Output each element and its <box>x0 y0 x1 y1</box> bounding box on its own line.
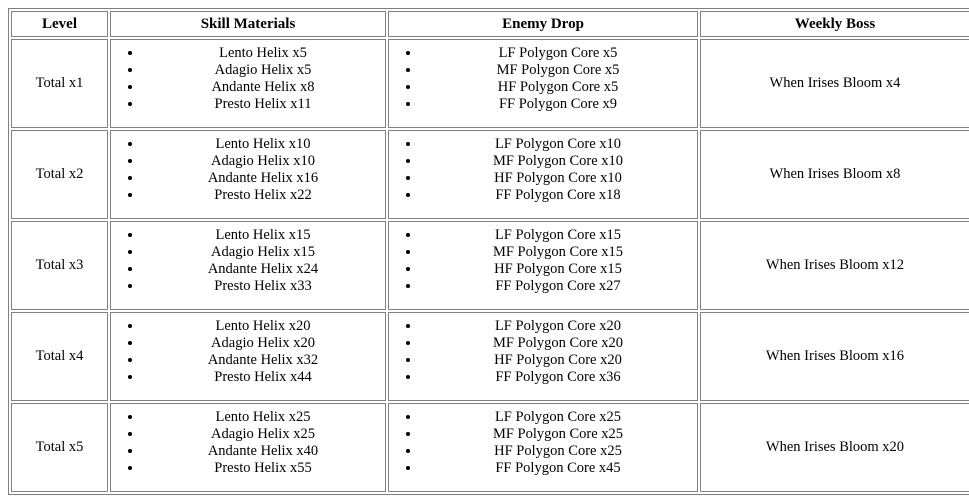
skill-materials-list: Lento Helix x10 Adagio Helix x10 Andante… <box>113 136 383 204</box>
level-cell: Total x1 <box>11 39 108 128</box>
skill-materials-cell: Lento Helix x25 Adagio Helix x25 Andante… <box>110 403 386 492</box>
list-item: HF Polygon Core x10 <box>421 170 695 187</box>
list-item: FF Polygon Core x9 <box>421 96 695 113</box>
enemy-drop-cell: LF Polygon Core x5 MF Polygon Core x5 HF… <box>388 39 698 128</box>
weekly-boss-cell: When Irises Bloom x20 <box>700 403 969 492</box>
list-item: FF Polygon Core x45 <box>421 460 695 477</box>
enemy-drop-cell: LF Polygon Core x25 MF Polygon Core x25 … <box>388 403 698 492</box>
list-item: LF Polygon Core x5 <box>421 45 695 62</box>
table-row: Total x2 Lento Helix x10 Adagio Helix x1… <box>11 130 969 219</box>
list-item: Andante Helix x32 <box>143 352 383 369</box>
level-cell: Total x2 <box>11 130 108 219</box>
list-item: MF Polygon Core x10 <box>421 153 695 170</box>
skill-materials-list: Lento Helix x15 Adagio Helix x15 Andante… <box>113 227 383 295</box>
list-item: Adagio Helix x20 <box>143 335 383 352</box>
list-item: MF Polygon Core x15 <box>421 244 695 261</box>
header-weekly-boss: Weekly Boss <box>700 11 969 37</box>
table-row: Total x4 Lento Helix x20 Adagio Helix x2… <box>11 312 969 401</box>
enemy-drop-list: LF Polygon Core x10 MF Polygon Core x10 … <box>391 136 695 204</box>
list-item: HF Polygon Core x15 <box>421 261 695 278</box>
list-item: Lento Helix x10 <box>143 136 383 153</box>
list-item: Adagio Helix x5 <box>143 62 383 79</box>
list-item: FF Polygon Core x18 <box>421 187 695 204</box>
list-item: HF Polygon Core x5 <box>421 79 695 96</box>
list-item: Andante Helix x24 <box>143 261 383 278</box>
list-item: Lento Helix x5 <box>143 45 383 62</box>
list-item: Adagio Helix x15 <box>143 244 383 261</box>
skill-materials-list: Lento Helix x20 Adagio Helix x20 Andante… <box>113 318 383 386</box>
header-skill-materials: Skill Materials <box>110 11 386 37</box>
level-cell: Total x4 <box>11 312 108 401</box>
enemy-drop-list: LF Polygon Core x15 MF Polygon Core x15 … <box>391 227 695 295</box>
skill-materials-cell: Lento Helix x20 Adagio Helix x20 Andante… <box>110 312 386 401</box>
header-enemy-drop: Enemy Drop <box>388 11 698 37</box>
enemy-drop-cell: LF Polygon Core x15 MF Polygon Core x15 … <box>388 221 698 310</box>
list-item: Andante Helix x16 <box>143 170 383 187</box>
list-item: LF Polygon Core x15 <box>421 227 695 244</box>
weekly-boss-cell: When Irises Bloom x12 <box>700 221 969 310</box>
list-item: HF Polygon Core x20 <box>421 352 695 369</box>
list-item: Lento Helix x15 <box>143 227 383 244</box>
list-item: LF Polygon Core x20 <box>421 318 695 335</box>
list-item: Adagio Helix x10 <box>143 153 383 170</box>
table-row: Total x1 Lento Helix x5 Adagio Helix x5 … <box>11 39 969 128</box>
list-item: Presto Helix x11 <box>143 96 383 113</box>
skill-materials-cell: Lento Helix x15 Adagio Helix x15 Andante… <box>110 221 386 310</box>
list-item: LF Polygon Core x25 <box>421 409 695 426</box>
header-level: Level <box>11 11 108 37</box>
list-item: HF Polygon Core x25 <box>421 443 695 460</box>
list-item: Andante Helix x8 <box>143 79 383 96</box>
skill-materials-list: Lento Helix x25 Adagio Helix x25 Andante… <box>113 409 383 477</box>
list-item: Lento Helix x25 <box>143 409 383 426</box>
enemy-drop-cell: LF Polygon Core x10 MF Polygon Core x10 … <box>388 130 698 219</box>
list-item: Presto Helix x44 <box>143 369 383 386</box>
skill-materials-cell: Lento Helix x5 Adagio Helix x5 Andante H… <box>110 39 386 128</box>
level-cell: Total x3 <box>11 221 108 310</box>
list-item: Presto Helix x22 <box>143 187 383 204</box>
weekly-boss-cell: When Irises Bloom x16 <box>700 312 969 401</box>
list-item: Presto Helix x33 <box>143 278 383 295</box>
materials-table: Level Skill Materials Enemy Drop Weekly … <box>8 8 969 495</box>
list-item: FF Polygon Core x27 <box>421 278 695 295</box>
enemy-drop-list: LF Polygon Core x25 MF Polygon Core x25 … <box>391 409 695 477</box>
list-item: Andante Helix x40 <box>143 443 383 460</box>
list-item: Adagio Helix x25 <box>143 426 383 443</box>
list-item: MF Polygon Core x20 <box>421 335 695 352</box>
list-item: Presto Helix x55 <box>143 460 383 477</box>
skill-materials-cell: Lento Helix x10 Adagio Helix x10 Andante… <box>110 130 386 219</box>
header-row: Level Skill Materials Enemy Drop Weekly … <box>11 11 969 37</box>
enemy-drop-list: LF Polygon Core x20 MF Polygon Core x20 … <box>391 318 695 386</box>
list-item: Lento Helix x20 <box>143 318 383 335</box>
enemy-drop-list: LF Polygon Core x5 MF Polygon Core x5 HF… <box>391 45 695 113</box>
weekly-boss-cell: When Irises Bloom x4 <box>700 39 969 128</box>
table-row: Total x3 Lento Helix x15 Adagio Helix x1… <box>11 221 969 310</box>
list-item: MF Polygon Core x5 <box>421 62 695 79</box>
list-item: FF Polygon Core x36 <box>421 369 695 386</box>
level-cell: Total x5 <box>11 403 108 492</box>
weekly-boss-cell: When Irises Bloom x8 <box>700 130 969 219</box>
table-row: Total x5 Lento Helix x25 Adagio Helix x2… <box>11 403 969 492</box>
enemy-drop-cell: LF Polygon Core x20 MF Polygon Core x20 … <box>388 312 698 401</box>
skill-materials-list: Lento Helix x5 Adagio Helix x5 Andante H… <box>113 45 383 113</box>
list-item: LF Polygon Core x10 <box>421 136 695 153</box>
list-item: MF Polygon Core x25 <box>421 426 695 443</box>
